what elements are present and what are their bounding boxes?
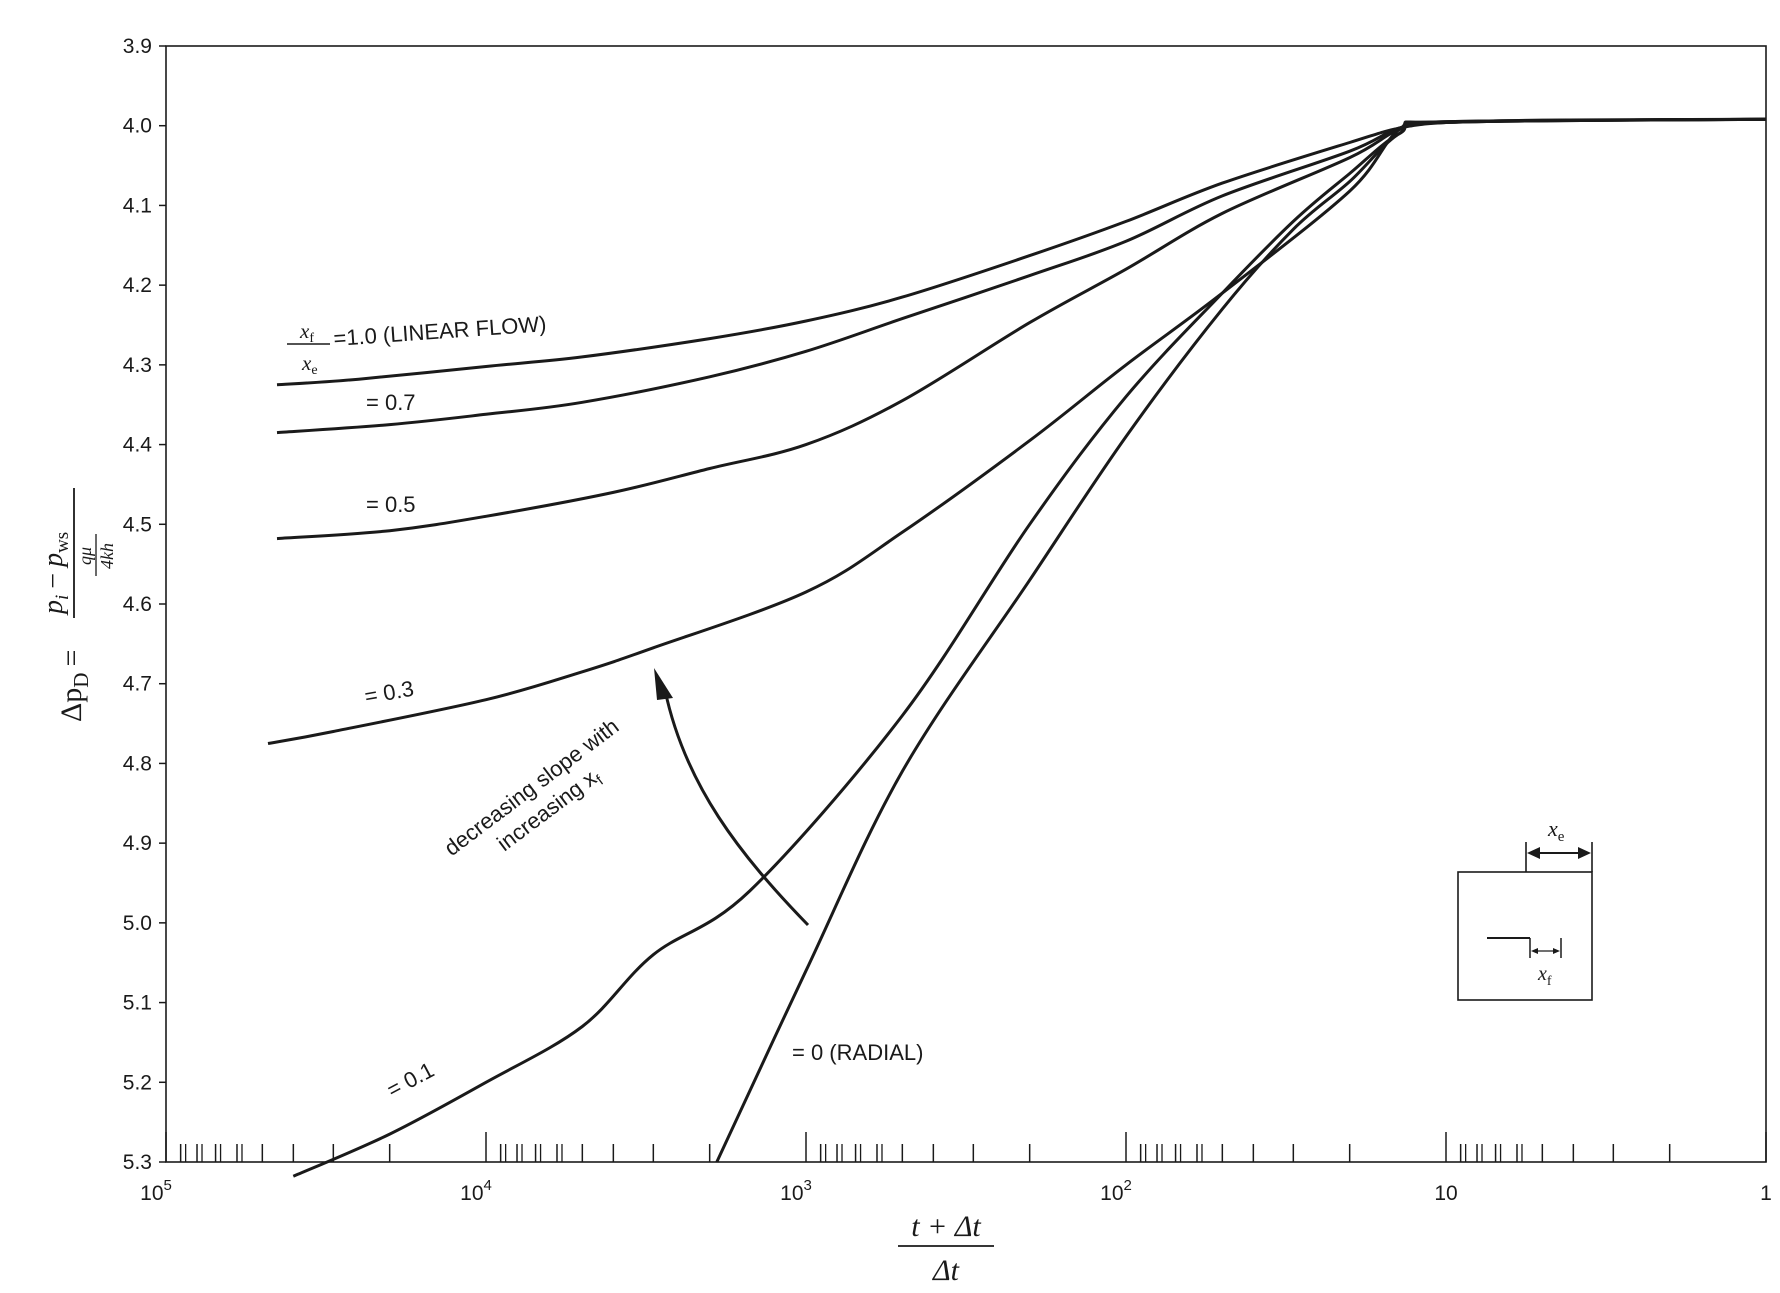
series-curves: [267, 117, 1767, 1178]
y-label-num-b: p: [38, 553, 69, 569]
x-tick-label-1: 104: [460, 1177, 492, 1205]
y-label-prefix-sub: D: [69, 673, 93, 688]
x-tick-label-4: 10: [1434, 1182, 1457, 1205]
series-label-07: = 0.7: [366, 390, 416, 415]
x-tick-label-5: 1: [1760, 1182, 1772, 1205]
series-line-3: [267, 117, 1767, 745]
series-line-5: [715, 117, 1767, 1163]
y-tick-label-1: 4.0: [123, 115, 152, 138]
series-line-1: [276, 117, 1767, 435]
x-tick-label-3: 102: [1100, 1177, 1132, 1205]
arrowhead-icon: [654, 668, 673, 700]
plot-frame: [165, 45, 1767, 1163]
y-tick-label-12: 5.1: [123, 992, 152, 1015]
svg-text:xe: xe: [301, 351, 318, 378]
svg-text:pi−pws: pi−pws: [38, 532, 73, 616]
x-axis-label: t + Δt Δt: [898, 1210, 994, 1287]
x-label-denominator: Δt: [932, 1254, 960, 1287]
x-axis-ticks: 105 104 103 102 10 1: [140, 1132, 1772, 1205]
y-tick-label-5: 4.4: [123, 434, 153, 457]
y-tick-label-13: 5.2: [123, 1071, 152, 1094]
y-label-den-bottom: 4kh: [97, 543, 117, 569]
svg-text:ΔpD=: ΔpD =: [55, 650, 93, 722]
y-tick-label-0: 3.9: [123, 35, 152, 58]
annotation-text: decreasing slope with increasing xf: [439, 713, 623, 860]
inset-xf-sub: f: [1547, 974, 1552, 989]
inset-xf: x: [1537, 963, 1547, 985]
series-label-radial: = 0 (RADIAL): [792, 1040, 923, 1065]
series-label-05: = 0.5: [366, 492, 416, 517]
y-tick-label-10: 4.9: [123, 832, 152, 855]
svg-text:xf: xf: [299, 319, 314, 346]
inset-xe: x: [1547, 816, 1558, 841]
y-tick-label-6: 4.5: [123, 513, 152, 536]
series-linear-xf: x: [299, 319, 310, 343]
y-label-num-a: p: [38, 600, 69, 616]
y-label-prefix: Δp: [55, 688, 88, 722]
annotation-arrow: [663, 689, 810, 927]
series-line-0: [276, 117, 1767, 387]
series-linear-xe: x: [301, 351, 312, 375]
series-linear-xf-sub: f: [309, 331, 314, 346]
y-label-den-top: qμ: [75, 547, 95, 565]
x-label-numerator: t + Δt: [911, 1210, 981, 1243]
y-label-num-a-sub: i: [52, 595, 73, 600]
y-label-num-b-sub: ws: [52, 532, 73, 553]
x-tick-label-0: 105: [140, 1177, 172, 1205]
y-tick-label-11: 5.0: [123, 912, 152, 935]
y-axis-label: ΔpD= pi−pws qμ 4kh: [38, 488, 117, 722]
series-label-03: = 0.3: [363, 676, 416, 709]
y-tick-label-4: 4.3: [123, 354, 152, 377]
fracture-inset-diagram: xe xf: [1457, 816, 1593, 1001]
inset-xe-sub: e: [1558, 829, 1565, 845]
svg-text:xf: xf: [1537, 963, 1552, 989]
svg-text:xe: xe: [1547, 816, 1565, 845]
y-tick-label-14: 5.3: [123, 1151, 152, 1174]
y-tick-label-7: 4.6: [123, 593, 152, 616]
series-linear-xe-sub: e: [311, 363, 317, 378]
series-label-linear: =1.0 (LINEAR FLOW): [333, 311, 548, 351]
series-label-01: = 0.1: [383, 1057, 438, 1102]
y-label-eq: =: [55, 650, 88, 667]
y-tick-label-3: 4.2: [123, 274, 152, 297]
y-label-num-minus: −: [38, 573, 69, 589]
y-tick-label-8: 4.7: [123, 673, 152, 696]
y-tick-label-9: 4.8: [123, 752, 152, 775]
x-tick-label-2: 103: [780, 1177, 812, 1205]
y-tick-label-2: 4.1: [123, 194, 152, 217]
label-series-linear: xf xe =1.0 (LINEAR FLOW): [287, 311, 547, 378]
y-axis-ticks: 3.9 4.0 4.1 4.2 4.3 4.4 4.5 4.6 4.7 4.8 4.9 5.0 5.1 5…: [123, 35, 166, 1174]
series-line-4: [292, 117, 1767, 1178]
